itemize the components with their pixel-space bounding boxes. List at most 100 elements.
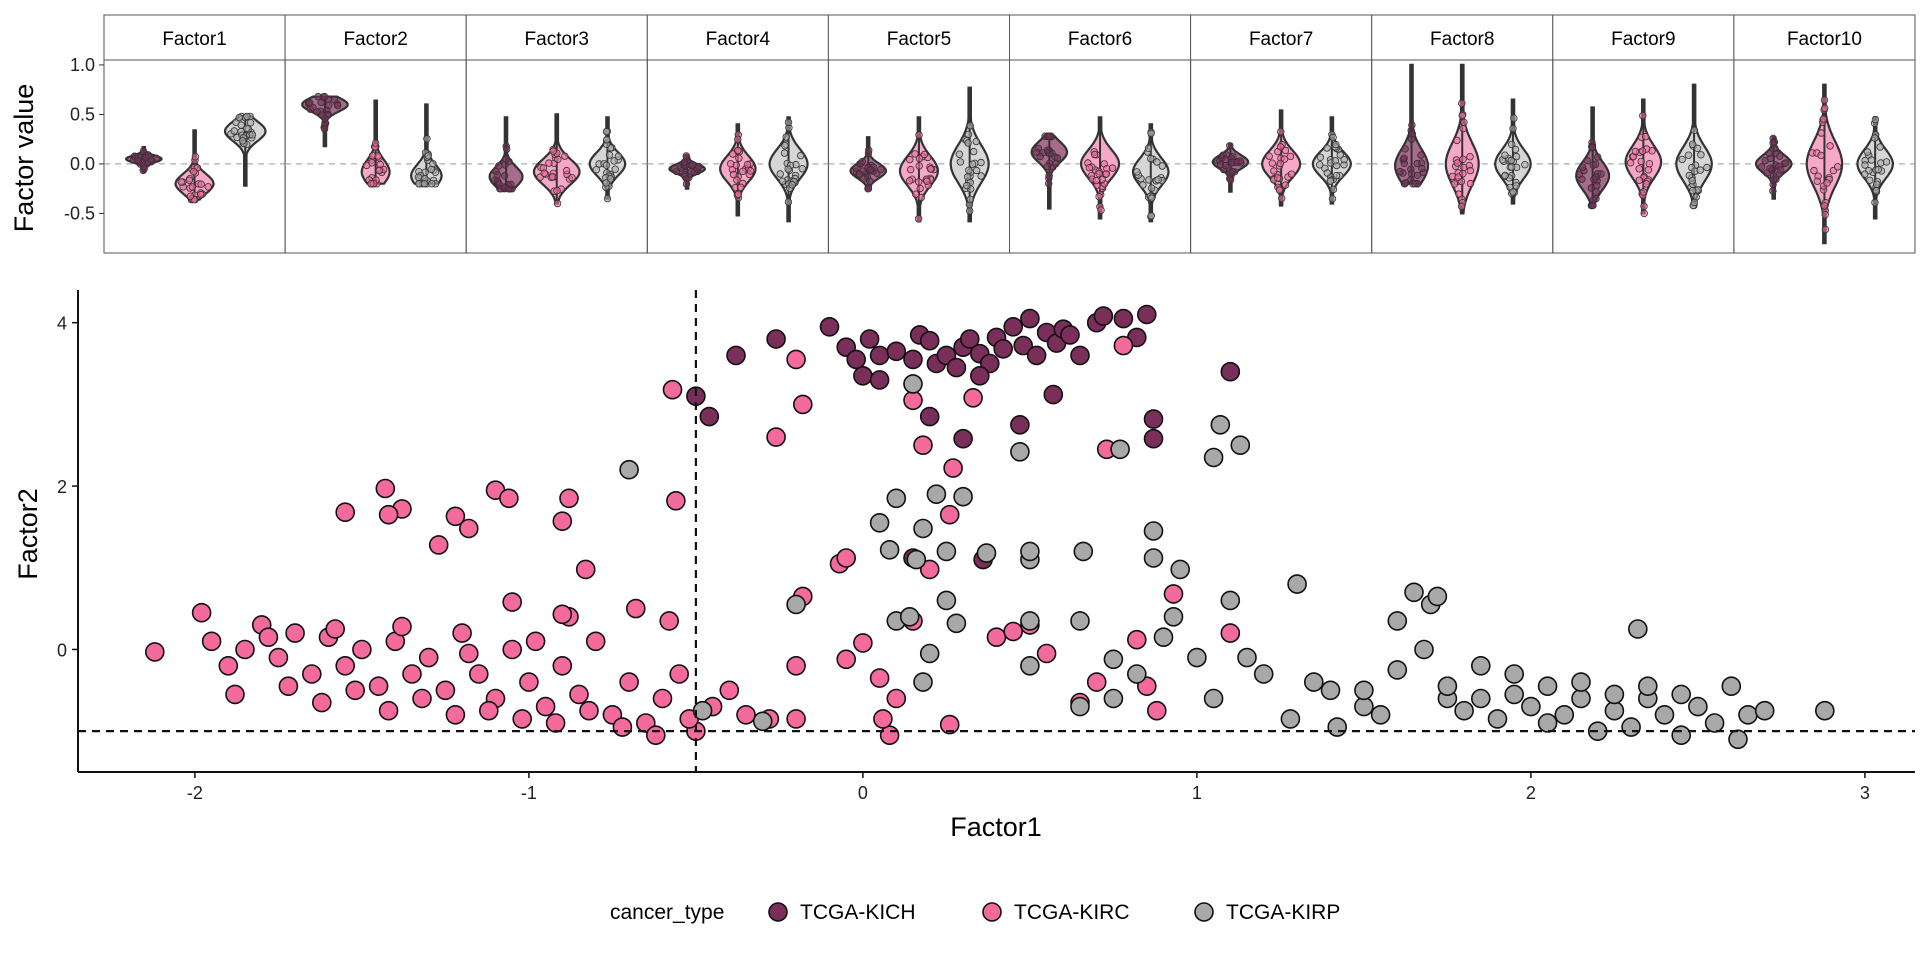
violin-point [1766, 164, 1774, 172]
scatter-point-tcga-kirp [936, 541, 957, 562]
violin-point [966, 195, 975, 204]
scatter-point-tcga-kirc [1036, 643, 1057, 664]
violin-y-tick-label: 0.5 [70, 104, 95, 124]
violin-point [1590, 175, 1598, 183]
violin-point [1236, 157, 1244, 165]
violin-point [1591, 160, 1600, 168]
violin-point [305, 98, 314, 107]
scatter-point-tcga-kich [886, 341, 907, 362]
scatter-point-tcga-kich [869, 370, 890, 390]
violin-point [493, 171, 502, 179]
violin-point [916, 184, 924, 193]
scatter-point-tcga-kirp [1504, 664, 1524, 684]
facet-label-factor3: Factor3 [525, 29, 589, 50]
scatter-point-tcga-kirp [1654, 704, 1675, 725]
violin-point [1810, 166, 1818, 175]
violin-point [1592, 188, 1600, 196]
violin-point [1275, 186, 1284, 194]
violin-point [1865, 176, 1874, 184]
scatter-point-tcga-kirc [575, 559, 596, 580]
violin-point [864, 184, 873, 193]
violin-point [1450, 180, 1459, 188]
violin-point [1693, 144, 1702, 152]
violin-point [1098, 175, 1106, 184]
scatter-point-tcga-kirp [1073, 541, 1094, 562]
violin-point [1276, 159, 1284, 168]
violin-point [1871, 134, 1879, 142]
violin-point [1268, 159, 1276, 167]
factor-violin-panel: Factor1 Factor2 Factor3 Factor4 Factor5 Facto… [64, 14, 1916, 254]
violin-point [1769, 187, 1777, 195]
scatter-point-tcga-kirp [926, 484, 947, 505]
violin-point [1277, 127, 1285, 136]
violin-point [1507, 140, 1516, 149]
facet-strip [827, 14, 1011, 61]
scatter-point-tcga-kich [919, 406, 940, 427]
violin-point [420, 179, 429, 188]
scatter-point-tcga-kirc [378, 504, 399, 525]
violin-point [1823, 179, 1831, 187]
violin-point [911, 150, 919, 158]
violin-point [1133, 168, 1141, 176]
scatter-point-tcga-kirp [1070, 696, 1090, 717]
scatter-point-tcga-kirp [1203, 447, 1224, 468]
violin-point [866, 166, 875, 174]
violin-point [963, 181, 971, 190]
scatter-point-tcga-kirc [939, 504, 960, 525]
violin-point [1147, 194, 1156, 202]
violin-point [1270, 167, 1278, 175]
scatter-point-tcga-kirc [502, 592, 523, 612]
facet-label-factor7: Factor7 [1249, 29, 1313, 50]
violin-point [238, 137, 247, 145]
scatter-point-tcga-kirc [1086, 672, 1107, 692]
scatter-point-tcga-kirp [953, 486, 973, 507]
scatter-y-axis-title: Factor2 [13, 488, 43, 580]
scatter-x-tick-label: 2 [1526, 783, 1536, 803]
violin-point [1331, 157, 1339, 165]
violin-point [1819, 115, 1828, 123]
scatter-point-tcga-kirp [1237, 647, 1257, 668]
scatter-point-tcga-kirp [1621, 717, 1641, 737]
violin-point [1690, 126, 1699, 134]
scatter-point-tcga-kirc [278, 676, 299, 697]
scatter-point-tcga-kirc [569, 684, 589, 705]
scatter-point-tcga-kirp [886, 488, 907, 509]
violin-point [906, 177, 914, 185]
violin-point [424, 152, 432, 160]
violin-point [796, 151, 805, 160]
violin-point [1637, 157, 1645, 166]
violin-point [1460, 118, 1468, 127]
violin-point [1286, 152, 1295, 161]
scatter-point-tcga-kich [993, 338, 1014, 359]
violin-point [1640, 209, 1648, 218]
scatter-point-tcga-kirp [1487, 709, 1508, 729]
scatter-point-tcga-kirp [1721, 676, 1742, 697]
violin-point [1509, 124, 1517, 133]
scatter-point-tcga-kirc [311, 692, 332, 713]
violin-point [545, 159, 553, 167]
violin-point [204, 183, 212, 191]
facet-label-factor2: Factor2 [343, 29, 407, 50]
scatter-point-tcga-kirc [879, 725, 900, 746]
violin-y-tick-label: 1.0 [70, 55, 95, 75]
legend-label-tcga-kirp: TCGA-KIRP [1226, 901, 1340, 924]
scatter-point-tcga-kirc [963, 387, 983, 408]
scatter-point-tcga-kirc [913, 435, 933, 456]
violin-point [1090, 150, 1099, 159]
scatter-point-tcga-kirc [612, 717, 633, 737]
violin-point [964, 130, 973, 139]
scatter-point-tcga-kirc [1147, 700, 1167, 721]
scatter-point-tcga-kirc [836, 548, 857, 568]
violin-point [734, 146, 742, 155]
violin-point [568, 173, 576, 182]
scatter-point-tcga-kirp [1354, 680, 1374, 701]
scatter-point-tcga-kirp [1427, 586, 1448, 607]
violin-point [977, 172, 985, 180]
violin-point [197, 180, 205, 188]
violin-point [671, 164, 679, 172]
violin-point [1578, 175, 1586, 183]
scatter-point-tcga-kirc [903, 390, 923, 411]
violin-point [1642, 180, 1650, 188]
scatter-point-tcga-kirc [375, 478, 396, 499]
scatter-point-tcga-kich [919, 330, 940, 351]
